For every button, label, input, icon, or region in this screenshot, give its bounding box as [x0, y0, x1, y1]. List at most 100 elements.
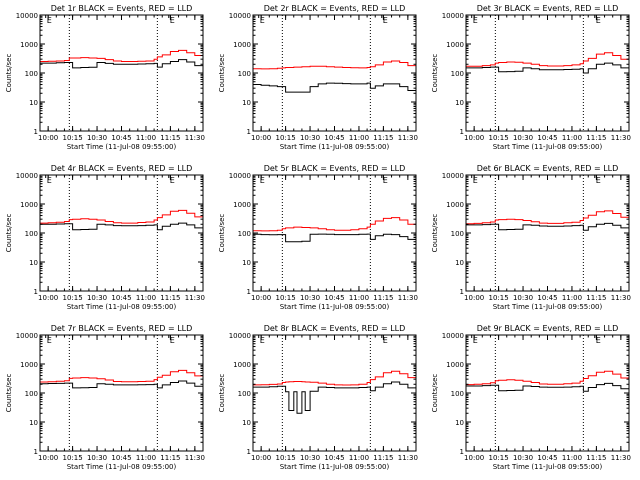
x-tick-label: 10:30 [513, 134, 533, 142]
x-tick-label: 11:15 [586, 134, 606, 142]
x-tick-label: 11:30 [185, 294, 205, 302]
x-tick-label: 10:15 [63, 134, 83, 142]
x-tick-label: 10:45 [324, 454, 344, 462]
plot-frame [465, 14, 630, 132]
plot-frame [252, 14, 417, 132]
lld-series-line [40, 369, 204, 383]
events-series-line [40, 380, 204, 390]
events-series-line [466, 382, 630, 392]
panel-title: Det 8r BLACK = Events, RED = LLD [264, 324, 406, 333]
event-marker-label: E [47, 176, 52, 185]
x-tick-label: 10:45 [537, 454, 557, 462]
y-tick-label: 10 [455, 99, 464, 107]
y-tick-label: 1 [34, 128, 38, 136]
x-tick-label: 11:30 [398, 454, 418, 462]
y-tick-label: 10000 [442, 12, 464, 20]
y-tick-label: 1000 [446, 361, 464, 369]
lld-series-line [40, 49, 204, 62]
x-tick-label: 10:15 [489, 294, 509, 302]
y-tick-label: 100 [25, 390, 38, 398]
y-axis-label: Counts/sec [431, 374, 439, 413]
x-tick-label: 11:00 [349, 294, 369, 302]
y-tick-label: 10000 [229, 12, 251, 20]
x-tick-label: 10:30 [300, 294, 320, 302]
y-tick-label: 100 [25, 70, 38, 78]
y-tick-label: 1 [247, 128, 251, 136]
detector-panel-8: Det 8r BLACK = Events, RED = LLD Counts/s… [218, 324, 418, 471]
lld-series-line [466, 370, 630, 386]
y-tick-label: 1000 [446, 201, 464, 209]
events-series-line [40, 222, 204, 231]
event-marker-label: E [473, 176, 478, 185]
y-tick-label: 10 [455, 419, 464, 427]
panel-title: Det 1r BLACK = Events, RED = LLD [51, 4, 193, 13]
x-tick-label: 10:45 [537, 134, 557, 142]
x-tick-label: 11:15 [160, 134, 180, 142]
lld-series-line [253, 217, 417, 232]
x-tick-label: 10:00 [464, 294, 484, 302]
x-tick-label: 10:30 [513, 294, 533, 302]
x-tick-label: 10:15 [276, 454, 296, 462]
x-tick-label: 10:45 [324, 294, 344, 302]
y-tick-label: 1 [247, 288, 251, 296]
event-marker-label: E [383, 176, 388, 185]
y-tick-label: 1000 [446, 41, 464, 49]
event-marker-label: E [170, 336, 175, 345]
x-tick-label: 10:15 [489, 134, 509, 142]
x-tick-label: 10:15 [63, 454, 83, 462]
y-tick-label: 1 [247, 448, 251, 456]
events-series-line [466, 222, 630, 231]
events-series-line [253, 233, 417, 244]
event-marker-label: E [170, 16, 175, 25]
y-tick-label: 1000 [20, 201, 38, 209]
x-tick-label: 10:15 [276, 134, 296, 142]
panel-title: Det 7r BLACK = Events, RED = LLD [51, 324, 193, 333]
x-tick-label: 11:30 [185, 454, 205, 462]
x-tick-label: 11:00 [562, 134, 582, 142]
event-marker-label: E [260, 16, 265, 25]
events-series-line [466, 62, 630, 74]
y-tick-label: 10000 [229, 172, 251, 180]
y-tick-label: 10 [29, 99, 38, 107]
event-marker-label: E [47, 16, 52, 25]
y-tick-label: 10 [29, 259, 38, 267]
x-tick-label: 11:00 [136, 294, 156, 302]
y-axis-label: Counts/sec [5, 214, 13, 253]
x-tick-label: 11:00 [349, 134, 369, 142]
x-tick-label: 10:30 [87, 134, 107, 142]
y-tick-label: 1 [460, 448, 464, 456]
x-axis-label: Start Time (11-Jul-08 09:55:00) [280, 463, 390, 471]
x-tick-label: 10:00 [38, 454, 58, 462]
event-marker-label: E [473, 16, 478, 25]
event-marker-label: E [383, 16, 388, 25]
x-tick-label: 11:30 [185, 134, 205, 142]
y-tick-label: 100 [238, 230, 251, 238]
x-tick-label: 11:15 [160, 294, 180, 302]
y-tick-label: 1 [460, 288, 464, 296]
x-tick-label: 11:00 [136, 134, 156, 142]
lld-series-line [40, 209, 204, 224]
x-tick-label: 11:30 [611, 454, 631, 462]
y-tick-label: 100 [451, 70, 464, 78]
x-tick-label: 11:30 [611, 134, 631, 142]
x-tick-label: 11:15 [373, 294, 393, 302]
x-tick-label: 11:00 [562, 294, 582, 302]
y-tick-label: 10000 [442, 172, 464, 180]
x-tick-label: 10:30 [87, 454, 107, 462]
detector-panel-3: Det 3r BLACK = Events, RED = LLD Counts/s… [431, 4, 631, 151]
x-axis-label: Start Time (11-Jul-08 09:55:00) [493, 463, 603, 471]
detector-panel-6: Det 6r BLACK = Events, RED = LLD Counts/s… [431, 164, 631, 311]
detector-panel-7: Det 7r BLACK = Events, RED = LLD Counts/s… [5, 324, 205, 471]
panel-title: Det 3r BLACK = Events, RED = LLD [477, 4, 619, 13]
y-tick-label: 10 [242, 259, 251, 267]
y-tick-label: 1 [34, 448, 38, 456]
x-tick-label: 10:45 [111, 454, 131, 462]
detector-panel-2: Det 2r BLACK = Events, RED = LLD Counts/s… [218, 4, 418, 151]
y-tick-label: 10 [242, 419, 251, 427]
y-tick-label: 10 [455, 259, 464, 267]
x-axis-label: Start Time (11-Jul-08 09:55:00) [67, 303, 177, 311]
lld-series-line [466, 210, 630, 225]
x-tick-label: 11:15 [586, 294, 606, 302]
plot-frame [39, 334, 204, 452]
